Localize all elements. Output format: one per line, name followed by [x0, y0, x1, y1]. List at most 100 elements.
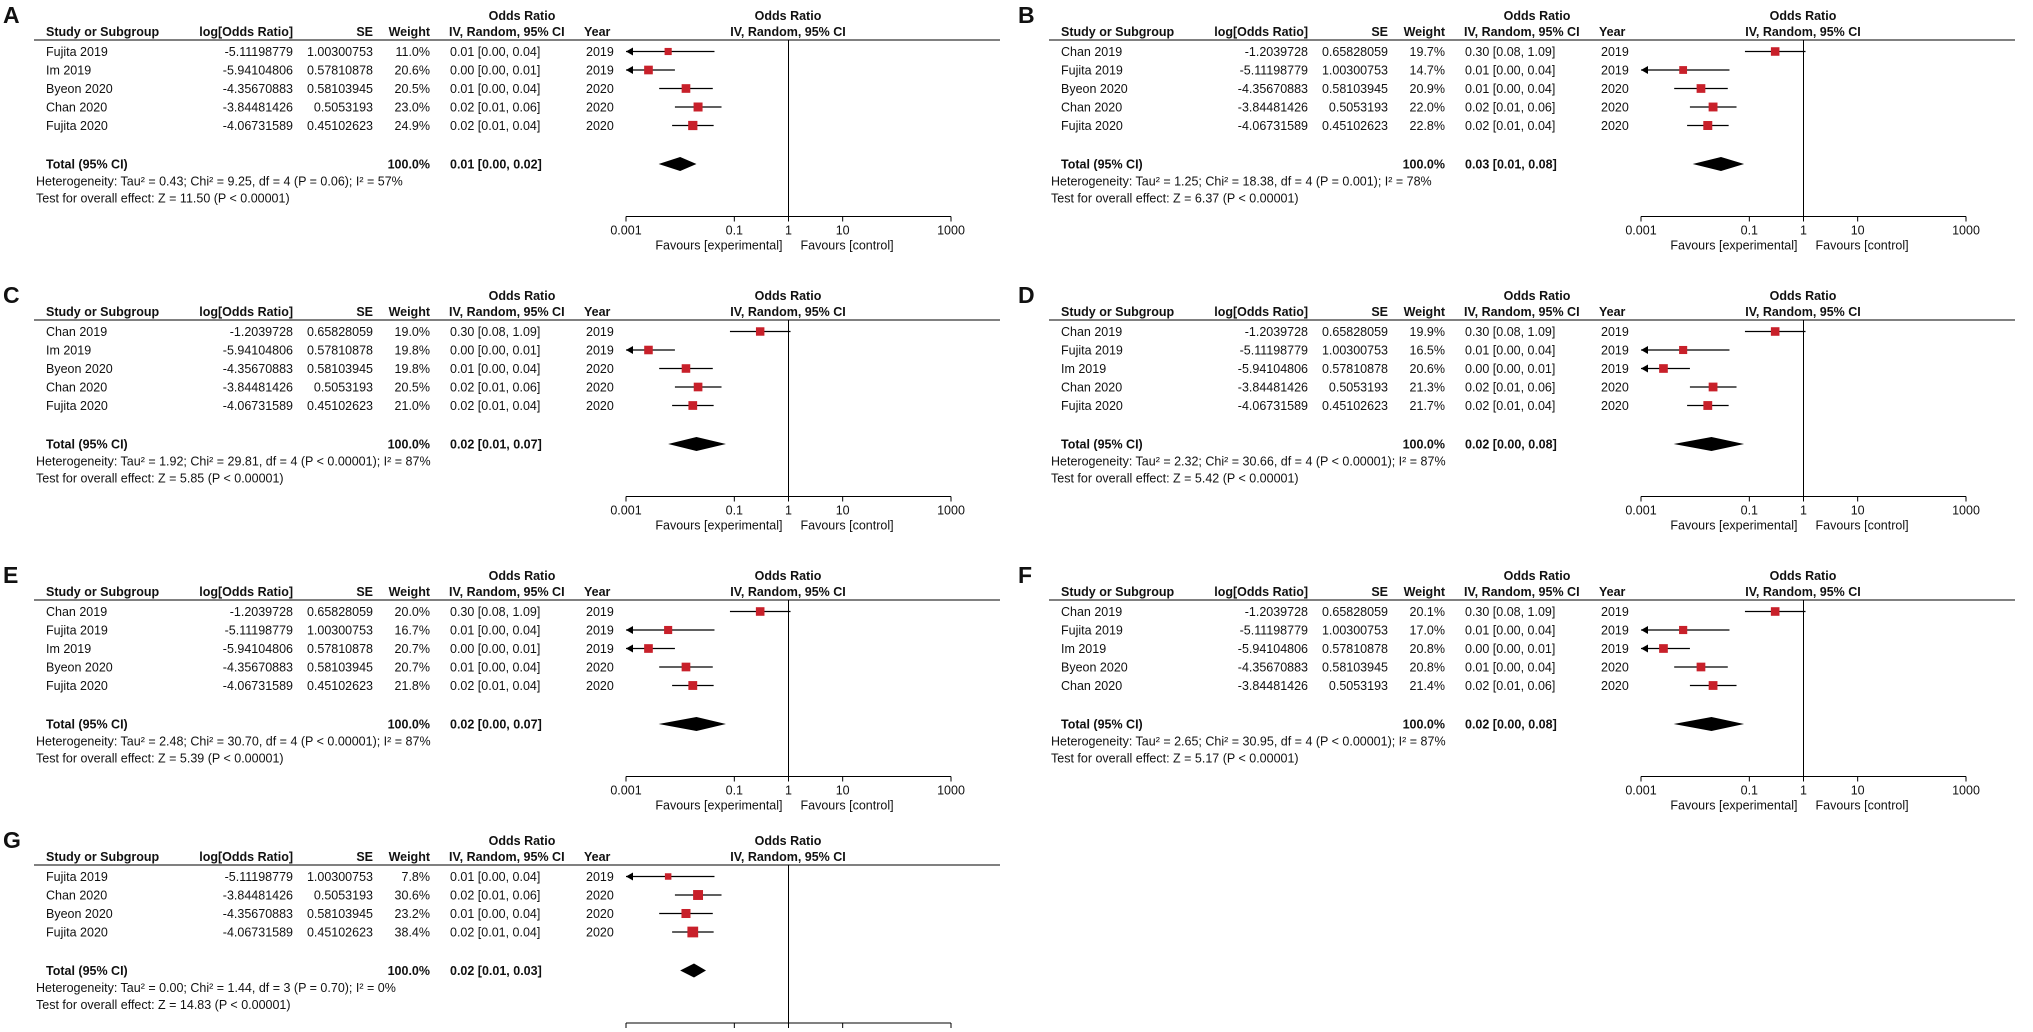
- study-logor: -3.84481426: [1238, 679, 1308, 693]
- study-ci: 0.02 [0.01, 0.06]: [450, 889, 540, 903]
- study-ci: 0.00 [0.00, 0.01]: [450, 642, 540, 656]
- study-marker: [644, 644, 653, 653]
- plot-group-header: Odds Ratio: [1770, 289, 1837, 303]
- plot-method-header: IV, Random, 95% CI: [730, 25, 846, 39]
- total-label: Total (95% CI): [1061, 438, 1143, 452]
- study-ci: 0.30 [0.08, 1.09]: [450, 325, 540, 339]
- ci-truncation-arrow: [1641, 626, 1648, 634]
- study-year: 2019: [1601, 344, 1629, 358]
- study-ci: 0.01 [0.00, 0.04]: [1465, 64, 1555, 78]
- study-column-header: Study or Subgroup: [46, 305, 160, 319]
- ci-truncation-arrow: [626, 644, 633, 653]
- x-axis-tick-label: 0.1: [726, 1030, 743, 1032]
- plot-method-header: IV, Random, 95% CI: [730, 305, 846, 319]
- total-ci: 0.02 [0.01, 0.03]: [450, 964, 542, 978]
- study-year: 2019: [586, 624, 614, 638]
- study-weight: 20.0%: [395, 605, 430, 619]
- study-logor: -5.94104806: [1238, 642, 1308, 656]
- study-se: 0.5053193: [314, 889, 373, 903]
- study-weight: 17.0%: [1410, 624, 1445, 638]
- study-logor: -4.06731589: [223, 399, 293, 413]
- pooled-diamond: [658, 717, 726, 731]
- study-se: 0.57810878: [1322, 642, 1388, 656]
- study-name: Im 2019: [46, 64, 91, 78]
- study-marker: [1703, 121, 1713, 130]
- study-name: Chan 2020: [1061, 381, 1122, 395]
- study-name: Im 2019: [1061, 362, 1106, 376]
- heterogeneity-text: Heterogeneity: Tau² = 1.92; Chi² = 29.81…: [36, 455, 431, 469]
- study-name: Fujita 2020: [1061, 119, 1123, 133]
- study-logor: -4.35670883: [223, 661, 293, 675]
- plot-method-header: IV, Random, 95% CI: [730, 585, 846, 599]
- favours-experimental-label: Favours [experimental]: [655, 519, 782, 533]
- total-weight: 100.0%: [388, 964, 430, 978]
- study-marker: [1696, 662, 1706, 672]
- x-axis-tick-label: 1: [785, 784, 792, 798]
- study-marker: [1708, 382, 1718, 392]
- panel-label: C: [3, 282, 20, 308]
- study-weight: 20.9%: [1410, 82, 1445, 96]
- study-ci: 0.02 [0.01, 0.06]: [1465, 101, 1555, 115]
- x-axis-tick-label: 0.001: [610, 1030, 641, 1032]
- total-ci: 0.02 [0.00, 0.08]: [1465, 718, 1557, 732]
- study-marker: [688, 120, 698, 131]
- study-se: 0.57810878: [307, 642, 373, 656]
- study-year: 2019: [586, 325, 614, 339]
- x-axis-tick-label: 1000: [937, 1030, 965, 1032]
- study-name: Chan 2020: [1061, 101, 1122, 115]
- total-ci: 0.01 [0.00, 0.02]: [450, 158, 542, 172]
- study-ci: 0.01 [0.00, 0.04]: [450, 45, 540, 59]
- study-logor: -5.94104806: [223, 344, 293, 358]
- total-label: Total (95% CI): [46, 718, 128, 732]
- study-name: Chan 2020: [1061, 679, 1122, 693]
- study-se: 0.58103945: [307, 82, 373, 96]
- study-weight: 20.1%: [1410, 605, 1445, 619]
- study-year: 2019: [1601, 642, 1629, 656]
- total-ci: 0.02 [0.00, 0.07]: [450, 718, 542, 732]
- study-name: Fujita 2019: [1061, 624, 1123, 638]
- study-ci: 0.01 [0.00, 0.04]: [1465, 344, 1555, 358]
- study-name: Chan 2019: [1061, 325, 1122, 339]
- or-method-header: IV, Random, 95% CI: [1464, 585, 1580, 599]
- study-ci: 0.00 [0.00, 0.01]: [1465, 362, 1555, 376]
- x-axis-tick-label: 1: [1800, 224, 1807, 238]
- weight-column-header: Weight: [389, 585, 431, 599]
- favours-control-label: Favours [control]: [1816, 799, 1909, 813]
- study-name: Fujita 2019: [46, 870, 108, 884]
- ci-truncation-arrow: [626, 66, 633, 74]
- study-weight: 24.9%: [395, 119, 430, 133]
- weight-column-header: Weight: [389, 25, 431, 39]
- study-logor: -5.94104806: [223, 642, 293, 656]
- total-weight: 100.0%: [388, 438, 430, 452]
- study-weight: 20.7%: [395, 661, 430, 675]
- study-logor: -1.2039728: [230, 325, 293, 339]
- study-ci: 0.00 [0.00, 0.01]: [450, 344, 540, 358]
- study-se: 0.5053193: [314, 101, 373, 115]
- study-marker: [644, 345, 653, 355]
- study-logor: -5.11198779: [225, 624, 293, 638]
- study-weight: 21.8%: [395, 679, 430, 693]
- or-group-header: Odds Ratio: [489, 289, 556, 303]
- study-weight: 20.5%: [395, 381, 430, 395]
- study-year: 2020: [1601, 381, 1629, 395]
- study-ci: 0.01 [0.00, 0.04]: [1465, 82, 1555, 96]
- study-se: 0.65828059: [307, 605, 373, 619]
- x-axis-tick-label: 1000: [937, 784, 965, 798]
- study-marker: [1770, 327, 1780, 336]
- study-logor: -4.35670883: [223, 82, 293, 96]
- study-name: Im 2019: [46, 642, 91, 656]
- x-axis-tick-label: 1000: [937, 504, 965, 518]
- total-weight: 100.0%: [1403, 158, 1445, 172]
- study-logor: -4.06731589: [223, 926, 293, 940]
- overall-effect-text: Test for overall effect: Z = 11.50 (P < …: [36, 192, 290, 206]
- ci-truncation-arrow: [626, 346, 633, 354]
- study-weight: 19.8%: [395, 344, 430, 358]
- or-method-header: IV, Random, 95% CI: [1464, 305, 1580, 319]
- study-name: Fujita 2020: [46, 679, 108, 693]
- study-ci: 0.02 [0.01, 0.04]: [1465, 119, 1555, 133]
- study-column-header: Study or Subgroup: [1061, 305, 1175, 319]
- study-logor: -4.06731589: [1238, 399, 1308, 413]
- study-marker: [1679, 345, 1688, 355]
- study-ci: 0.01 [0.00, 0.04]: [450, 907, 540, 921]
